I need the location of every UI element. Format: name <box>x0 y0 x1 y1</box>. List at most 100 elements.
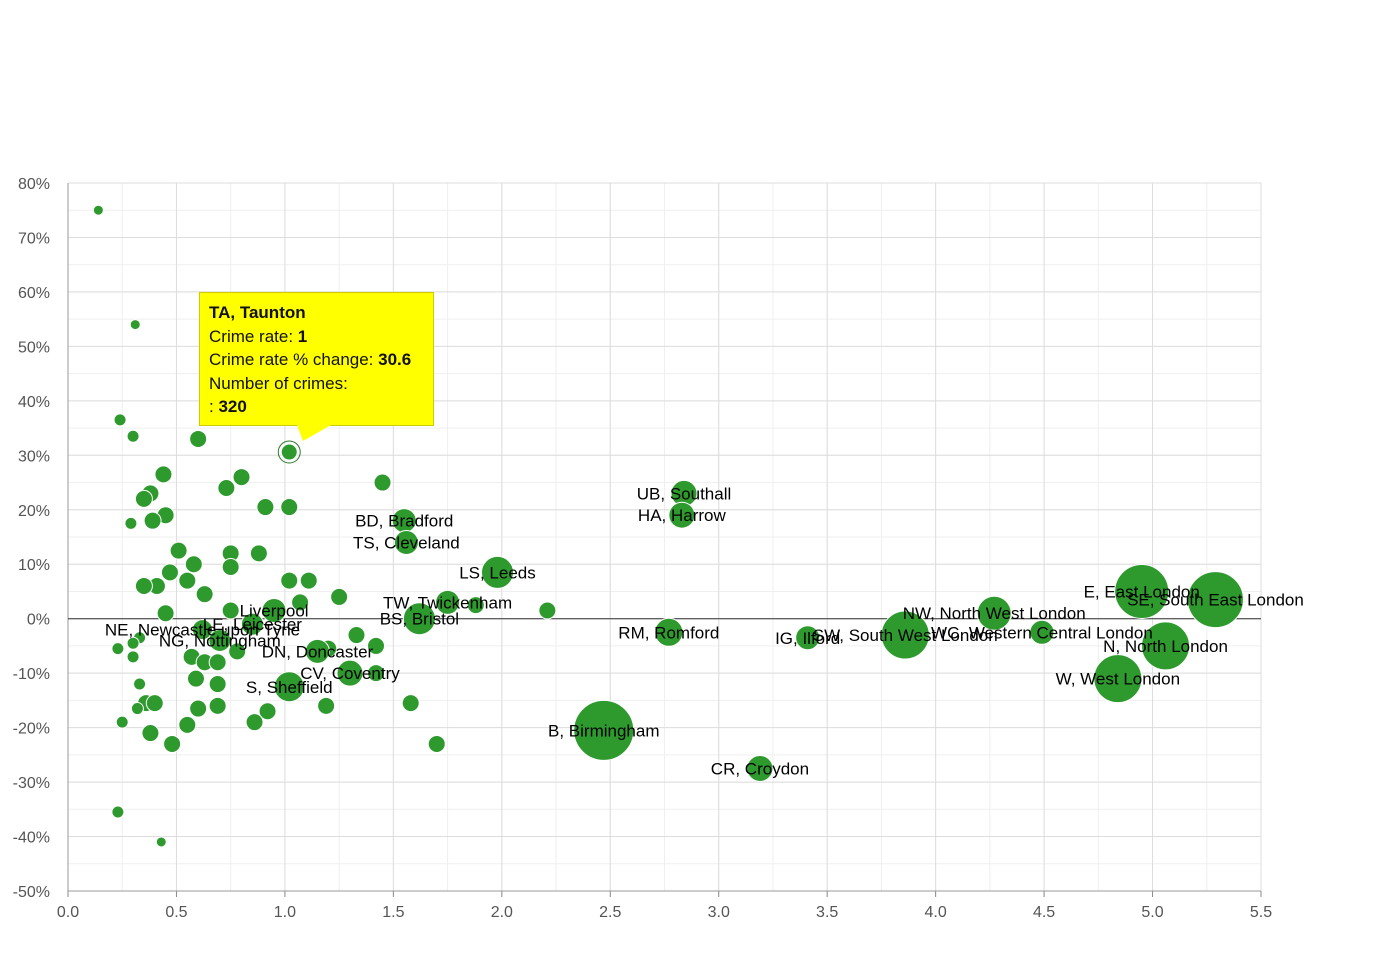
data-point[interactable] <box>795 625 821 651</box>
data-point[interactable] <box>668 501 696 529</box>
data-point[interactable] <box>169 541 188 560</box>
data-point[interactable] <box>299 571 318 590</box>
y-tick-label: 0% <box>27 612 50 629</box>
data-point[interactable] <box>427 734 446 753</box>
point-label: LE, Leicester <box>203 615 303 634</box>
data-point[interactable] <box>189 429 208 448</box>
data-point[interactable] <box>141 724 160 743</box>
data-point[interactable] <box>435 589 461 615</box>
data-point[interactable] <box>245 713 264 732</box>
data-point[interactable] <box>304 638 330 664</box>
x-tick-label: 4.0 <box>925 904 947 921</box>
data-point[interactable] <box>261 598 287 624</box>
data-point[interactable] <box>347 626 366 645</box>
x-tick-label: 5.0 <box>1141 904 1163 921</box>
data-point[interactable] <box>186 669 205 688</box>
data-point[interactable] <box>466 596 485 615</box>
tooltip-arrow <box>297 425 331 441</box>
point-label: S, Sheffield <box>246 678 333 697</box>
data-point[interactable] <box>115 715 129 729</box>
data-point[interactable] <box>133 677 147 691</box>
point-label: DN, Doncaster <box>262 642 374 661</box>
data-point[interactable] <box>143 511 162 530</box>
y-tick-label: -40% <box>13 830 50 847</box>
data-point[interactable] <box>155 836 167 848</box>
data-point[interactable] <box>1029 619 1055 645</box>
data-point[interactable] <box>280 498 299 517</box>
data-point[interactable] <box>178 571 197 590</box>
x-tick-label: 2.5 <box>599 904 621 921</box>
data-point[interactable] <box>367 636 386 655</box>
data-point[interactable] <box>111 805 125 819</box>
data-point[interactable] <box>538 601 557 620</box>
data-point[interactable] <box>258 702 277 721</box>
data-point[interactable] <box>126 636 140 650</box>
data-point[interactable] <box>154 465 173 484</box>
data-point[interactable] <box>195 585 214 604</box>
point-label: E, East London <box>1084 582 1200 601</box>
highlighted-point-ring <box>277 440 301 464</box>
data-point[interactable] <box>191 619 213 641</box>
data-point[interactable] <box>184 555 203 574</box>
data-point[interactable] <box>280 571 299 590</box>
highlighted-point[interactable] <box>280 443 298 461</box>
data-point[interactable] <box>134 489 153 508</box>
data-point[interactable] <box>208 696 227 715</box>
tooltip-crimes-label: Number of crimes: <box>209 373 348 393</box>
data-point[interactable] <box>92 204 104 216</box>
data-point[interactable] <box>746 754 774 782</box>
data-point[interactable] <box>1141 621 1191 671</box>
data-point[interactable] <box>134 577 153 596</box>
tooltip: TA, Taunton Crime rate: 1 Crime rate % c… <box>199 292 434 426</box>
data-point[interactable] <box>124 516 138 530</box>
data-point[interactable] <box>126 429 140 443</box>
data-point[interactable] <box>221 557 240 576</box>
data-point[interactable] <box>178 715 197 734</box>
x-tick-label: 1.5 <box>382 904 404 921</box>
data-point[interactable] <box>129 319 141 331</box>
data-point[interactable] <box>160 563 179 582</box>
data-point[interactable] <box>336 659 364 687</box>
data-point[interactable] <box>393 529 419 555</box>
data-point[interactable] <box>330 587 349 606</box>
data-point[interactable] <box>240 612 264 636</box>
data-point[interactable] <box>232 468 251 487</box>
point-label: Liverpool <box>240 602 309 621</box>
data-point[interactable] <box>401 694 420 713</box>
data-point[interactable] <box>1093 654 1143 704</box>
data-point[interactable] <box>208 628 232 652</box>
data-point[interactable] <box>163 734 182 753</box>
data-point[interactable] <box>189 699 208 718</box>
y-tick-label: 20% <box>18 503 50 520</box>
data-point[interactable] <box>273 671 305 703</box>
data-point[interactable] <box>208 653 227 672</box>
data-point[interactable] <box>654 617 684 647</box>
data-point[interactable] <box>402 602 436 636</box>
data-point[interactable] <box>480 555 514 589</box>
data-point[interactable] <box>228 642 247 661</box>
y-tick-label: 60% <box>18 285 50 302</box>
tooltip-crime-rate-value: 1 <box>297 326 308 346</box>
data-point[interactable] <box>1114 563 1170 619</box>
y-tick-label: 30% <box>18 448 50 465</box>
data-point[interactable] <box>221 601 240 620</box>
point-label: LS, Leeds <box>459 563 536 582</box>
data-point[interactable] <box>145 694 164 713</box>
data-point[interactable] <box>976 595 1012 631</box>
data-point[interactable] <box>1186 571 1244 629</box>
data-point[interactable] <box>317 696 336 715</box>
data-point[interactable] <box>256 498 275 517</box>
data-point[interactable] <box>249 544 268 563</box>
data-point[interactable] <box>156 604 175 623</box>
data-point[interactable] <box>126 650 140 664</box>
data-point[interactable] <box>208 675 227 694</box>
data-point[interactable] <box>130 702 144 716</box>
data-point[interactable] <box>573 699 635 761</box>
data-point[interactable] <box>291 593 310 612</box>
data-point[interactable] <box>111 642 125 656</box>
data-point[interactable] <box>113 413 127 427</box>
data-point[interactable] <box>880 610 930 660</box>
data-point[interactable] <box>217 478 236 497</box>
data-point[interactable] <box>367 664 386 683</box>
data-point[interactable] <box>373 473 392 492</box>
